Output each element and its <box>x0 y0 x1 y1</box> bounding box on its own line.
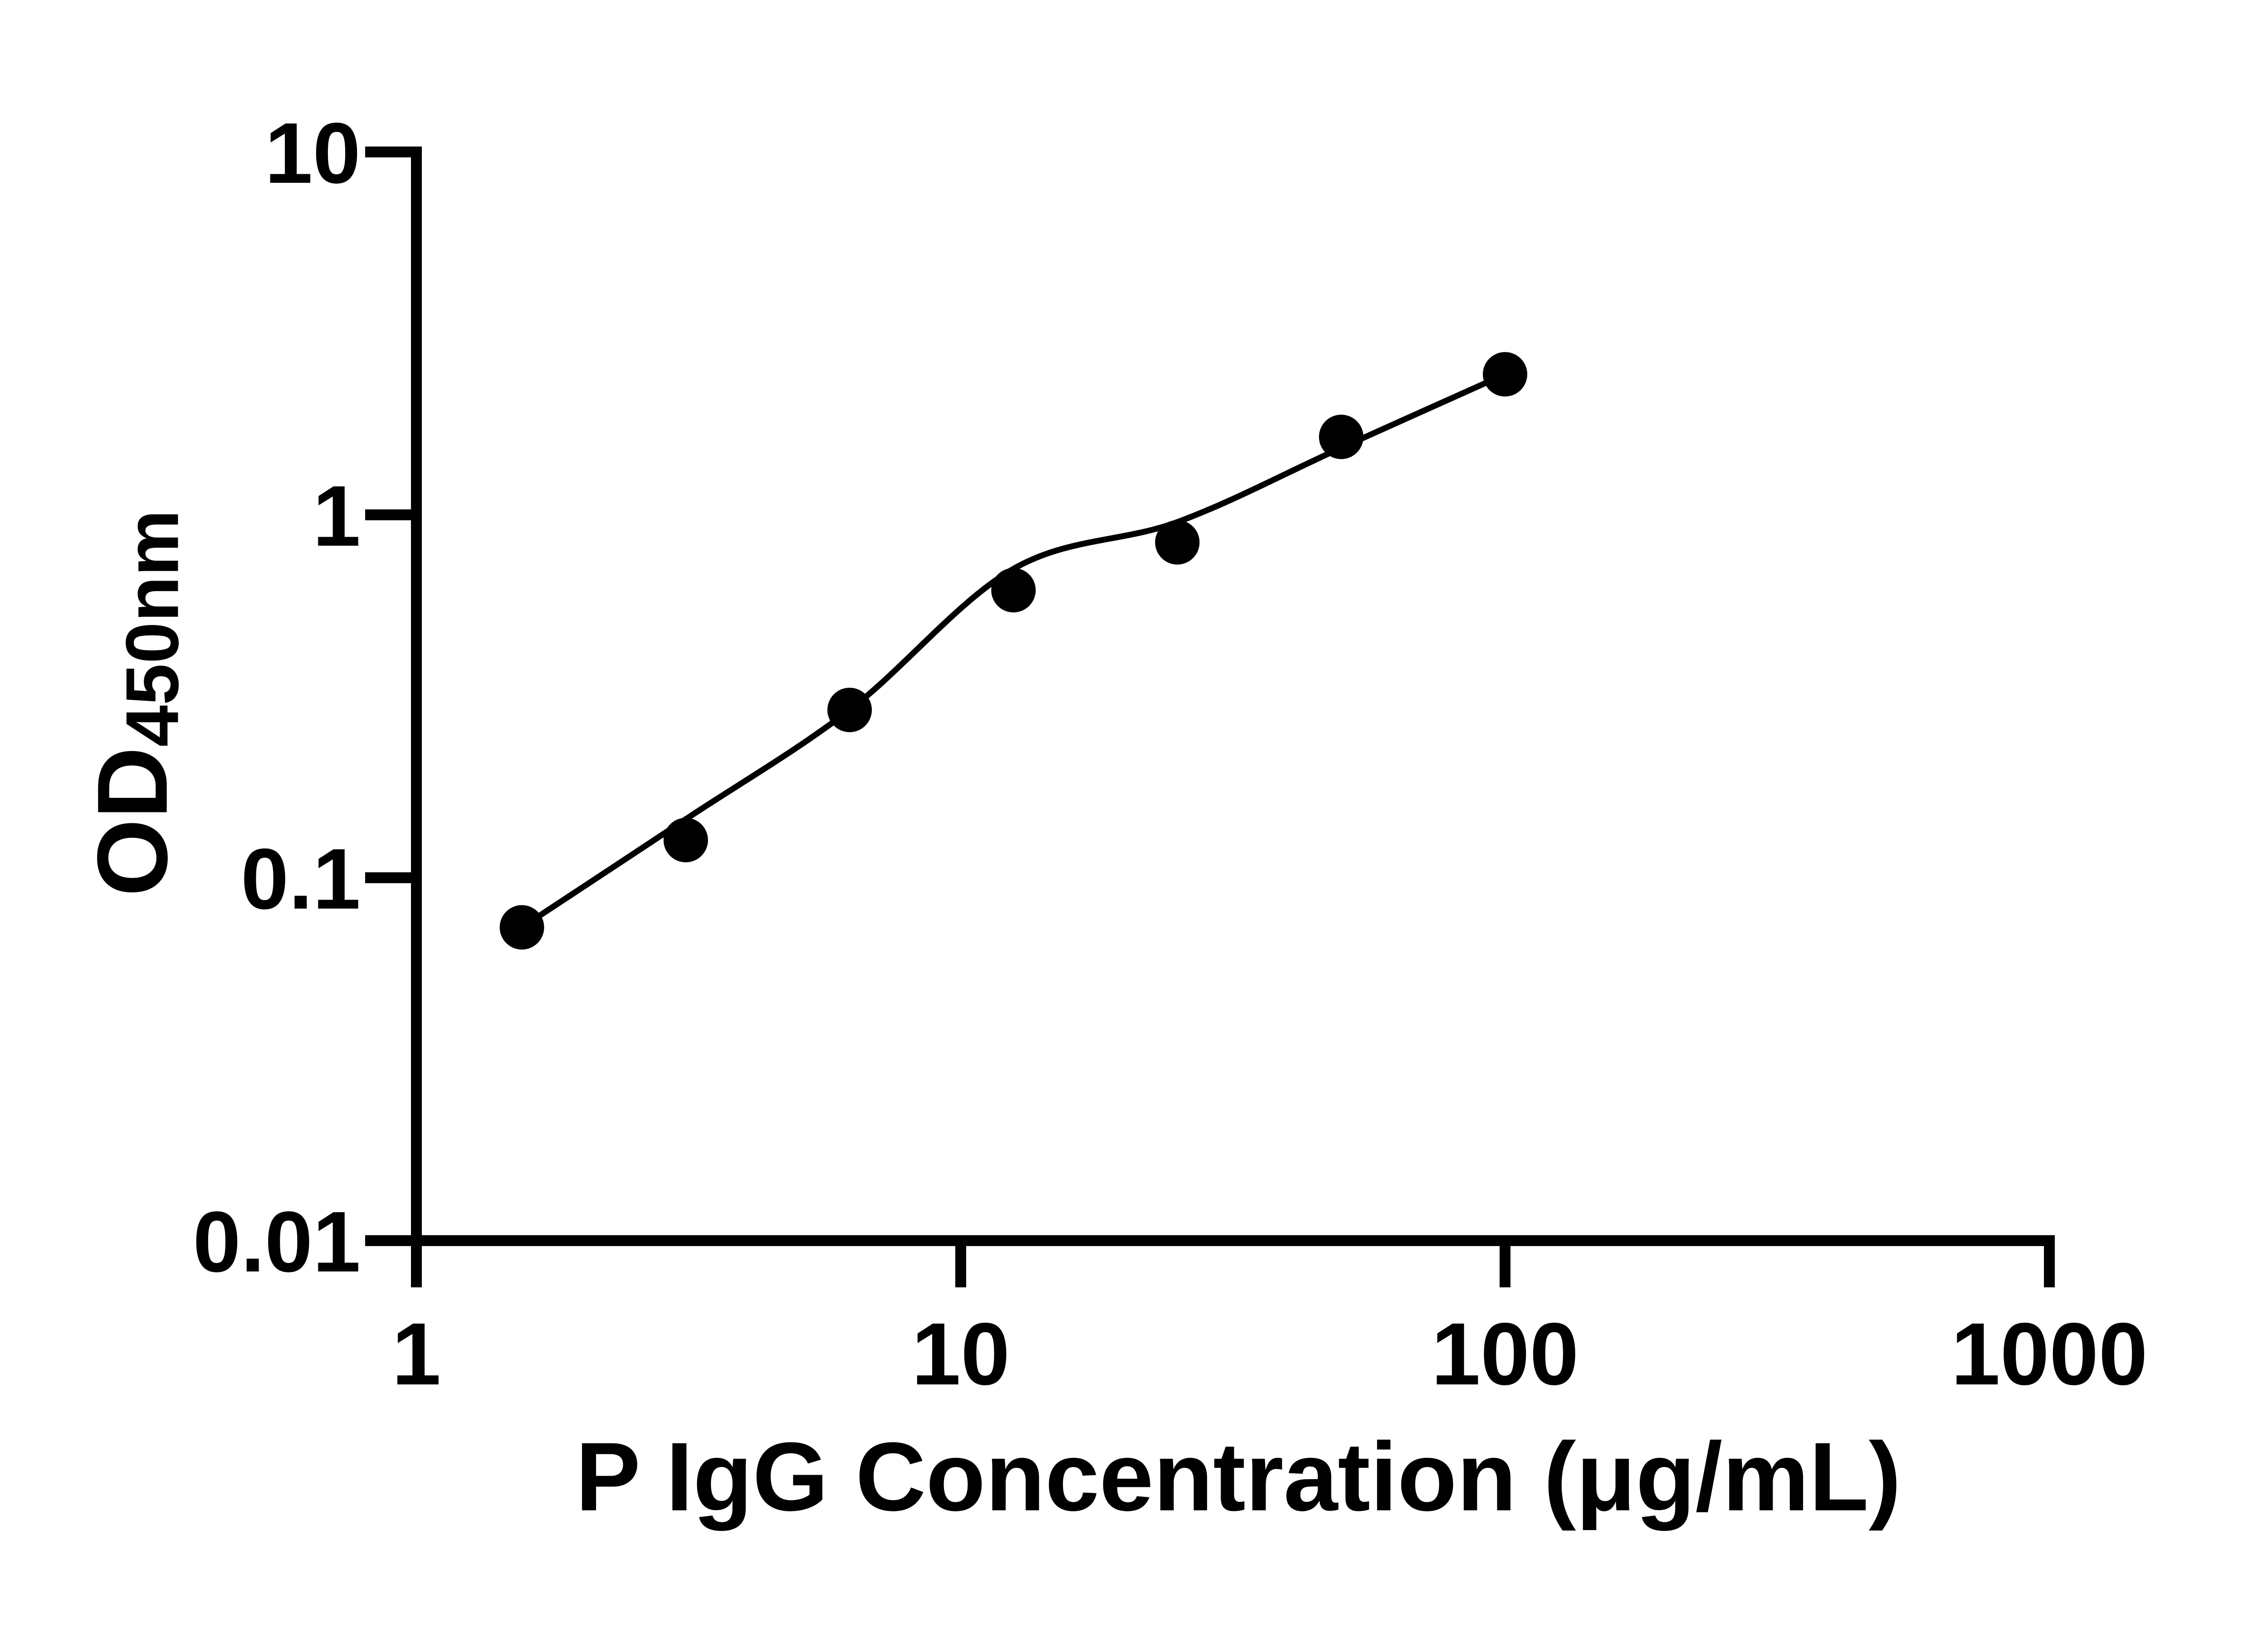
y-tick-label: 10 <box>265 105 361 201</box>
x-tick-label: 1000 <box>1951 1305 2148 1403</box>
x-tick-label: 10 <box>912 1305 1010 1403</box>
y-axis-title-main: OD <box>76 747 188 897</box>
x-axis-line <box>365 1235 2055 1246</box>
data-point <box>1483 352 1527 397</box>
y-tick-label: 1 <box>313 468 361 564</box>
x-tick-label: 1 <box>392 1305 441 1403</box>
x-tick <box>1500 1241 1510 1287</box>
y-tick <box>365 872 422 883</box>
y-tick-label: 0.01 <box>193 1194 361 1290</box>
data-point <box>499 905 544 950</box>
data-point <box>663 817 708 862</box>
y-axis-line <box>411 147 422 1287</box>
data-point <box>1319 415 1364 460</box>
x-tick-label: 100 <box>1431 1305 1579 1403</box>
y-tick <box>365 509 422 520</box>
x-axis-title: P IgG Concentration (μg/mL) <box>575 1422 1901 1531</box>
data-point <box>827 688 872 733</box>
data-point <box>1155 520 1200 565</box>
y-axis-title-subscript: 450nm <box>110 509 194 747</box>
y-tick <box>365 147 422 157</box>
y-axis-title: OD450nm <box>77 510 194 897</box>
data-point <box>991 568 1036 613</box>
x-tick <box>411 1241 422 1287</box>
y-tick-label: 0.1 <box>241 831 361 927</box>
x-tick <box>2044 1241 2055 1287</box>
x-tick <box>955 1241 966 1287</box>
